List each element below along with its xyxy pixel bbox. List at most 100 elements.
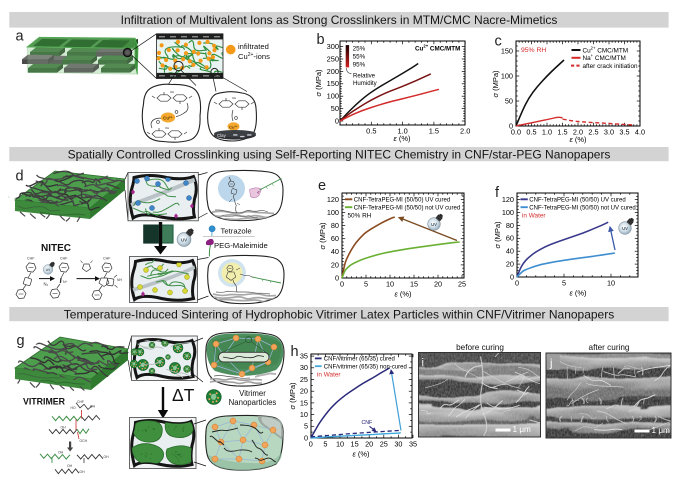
svg-text:OH: OH (80, 470, 86, 474)
svg-text:1.5: 1.5 (557, 128, 567, 137)
svg-text:1 μm: 1 μm (513, 425, 532, 434)
svg-text:100: 100 (502, 208, 514, 217)
svg-text:35: 35 (300, 352, 308, 361)
svg-text:80: 80 (506, 221, 514, 230)
svg-text:OH: OH (61, 426, 67, 430)
svg-text:2.5: 2.5 (588, 128, 598, 137)
svg-text:15: 15 (300, 398, 308, 407)
svg-text:OH: OH (170, 90, 174, 94)
svg-text:1 μm: 1 μm (652, 426, 671, 435)
svg-text:Temperature-Induced Sintering: Temperature-Induced Sintering of Hydroph… (64, 307, 614, 321)
svg-text:in Water: in Water (522, 212, 546, 219)
svg-text:150: 150 (501, 46, 513, 55)
svg-text:N⁺: N⁺ (63, 280, 68, 284)
svg-text:2.0: 2.0 (460, 127, 470, 136)
svg-text:100: 100 (327, 208, 339, 217)
svg-text:100: 100 (327, 92, 339, 101)
svg-text:5: 5 (304, 422, 308, 431)
svg-text:OH: OH (232, 96, 236, 100)
svg-text:2.0: 2.0 (573, 128, 583, 137)
svg-text:35: 35 (409, 440, 417, 449)
svg-text:Cu²⁺: Cu²⁺ (229, 125, 238, 130)
svg-text:150: 150 (327, 79, 339, 88)
svg-text:VITRIMER: VITRIMER (23, 396, 66, 406)
svg-text:0: 0 (335, 116, 339, 125)
svg-text:50: 50 (505, 96, 513, 105)
svg-text:σ (MPa): σ (MPa) (288, 382, 297, 410)
svg-text:0: 0 (304, 433, 308, 442)
svg-text:0.5: 0.5 (366, 127, 376, 136)
svg-text:40: 40 (331, 247, 339, 256)
svg-text:300: 300 (327, 42, 339, 51)
svg-text:60: 60 (331, 234, 339, 243)
svg-text:j: j (549, 358, 552, 370)
svg-text:0.5: 0.5 (526, 128, 536, 137)
svg-text:Cu2+-ions: Cu2+-ions (238, 52, 270, 61)
svg-text:OCH: OCH (80, 439, 88, 443)
svg-text:40: 40 (506, 247, 514, 256)
svg-text:0: 0 (510, 272, 514, 281)
svg-text:f: f (495, 185, 500, 201)
svg-text:i: i (422, 357, 424, 369)
svg-text:Cu2+ CMC/MTM: Cu2+ CMC/MTM (415, 44, 460, 53)
svg-text:15: 15 (351, 440, 359, 449)
svg-text:Vitrimer: Vitrimer (239, 389, 266, 398)
svg-text:1.5: 1.5 (429, 127, 439, 136)
svg-text:0: 0 (515, 279, 519, 288)
svg-text:CNF-TetraPEG-MI (50/50) UV cur: CNF-TetraPEG-MI (50/50) UV cured (529, 197, 625, 203)
svg-text:10: 10 (607, 279, 615, 288)
svg-text:in Water: in Water (317, 371, 341, 378)
svg-text:60: 60 (506, 234, 514, 243)
svg-text:Clay: Clay (217, 133, 227, 138)
svg-text:σ (MPa): σ (MPa) (491, 70, 500, 98)
svg-text:25: 25 (380, 440, 388, 449)
svg-text:CHF: CHF (27, 257, 35, 261)
svg-text:20: 20 (434, 280, 442, 289)
svg-text:CHF: CHF (77, 400, 84, 404)
svg-text:1.0: 1.0 (542, 128, 552, 137)
svg-text:h: h (291, 344, 299, 360)
svg-text:30: 30 (300, 363, 308, 372)
svg-text:20: 20 (300, 387, 308, 396)
svg-text:σ (MPa): σ (MPa) (493, 221, 502, 249)
svg-text:Tetrazole: Tetrazole (221, 226, 252, 235)
svg-text:σ (MPa): σ (MPa) (314, 69, 323, 97)
svg-text:250: 250 (327, 54, 339, 63)
svg-text:a: a (16, 29, 25, 45)
svg-text:Nanoparticles: Nanoparticles (229, 398, 277, 407)
svg-text:before curing: before curing (456, 343, 504, 352)
svg-text:d: d (16, 168, 24, 184)
svg-text:4.0: 4.0 (635, 128, 645, 137)
svg-text:95% RH: 95% RH (521, 47, 546, 54)
svg-text:ΔT: ΔT (172, 385, 195, 405)
svg-text:3.0: 3.0 (604, 128, 614, 137)
svg-text:ε (%): ε (%) (352, 450, 370, 459)
svg-text:OH: OH (165, 126, 169, 130)
svg-text:Spatially Controlled Crosslink: Spatially Controlled Crosslinking using … (68, 147, 611, 161)
svg-text:CHF: CHF (60, 257, 68, 261)
svg-text:95%: 95% (353, 62, 366, 69)
svg-text:3.5: 3.5 (619, 128, 629, 137)
svg-text:100: 100 (501, 71, 513, 80)
svg-text:10: 10 (386, 280, 394, 289)
svg-text:PEG-Maleimide: PEG-Maleimide (214, 241, 268, 250)
svg-text:after curing: after curing (589, 343, 630, 352)
svg-text:0: 0 (309, 440, 313, 449)
svg-text:Infiltration of Multivalent Io: Infiltration of Multivalent Ions as Stro… (121, 13, 558, 27)
svg-text:20: 20 (331, 260, 339, 269)
svg-text:ε (%): ε (%) (569, 135, 587, 144)
svg-text:5: 5 (562, 279, 566, 288)
svg-text:CNF-TetraPEG-MI (50/50) UV cur: CNF-TetraPEG-MI (50/50) UV cured (354, 197, 450, 203)
svg-text:Cu2+ CMC/MTM: Cu2+ CMC/MTM (583, 45, 629, 54)
svg-text:5: 5 (364, 280, 368, 289)
svg-text:20: 20 (506, 260, 514, 269)
svg-text:CNF-TetraPEG-MI (50/50) not UV: CNF-TetraPEG-MI (50/50) not UV cured (354, 205, 460, 211)
svg-text:25%: 25% (353, 45, 366, 52)
svg-text:CHF: CHF (103, 257, 111, 261)
svg-text:80: 80 (331, 221, 339, 230)
svg-text:0: 0 (340, 280, 344, 289)
svg-text:after crack initiation: after crack initiation (583, 63, 638, 70)
svg-text:25: 25 (300, 375, 308, 384)
svg-text:50: 50 (331, 104, 339, 113)
svg-text:CNF/vitrimer (65/35) cured: CNF/vitrimer (65/35) cured (324, 357, 395, 363)
